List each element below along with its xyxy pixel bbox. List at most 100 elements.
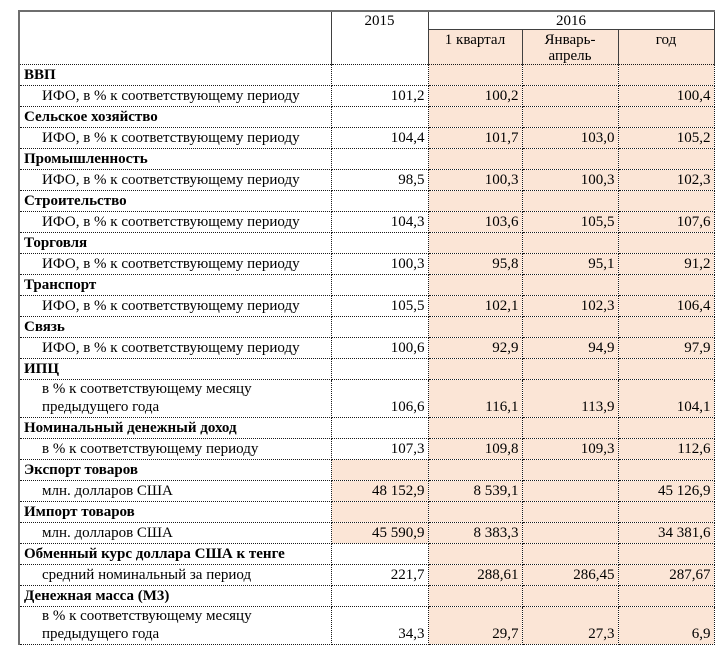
value-cell-jan-apr-2016: 94,9 bbox=[521, 337, 619, 359]
value-cell-jan-apr-2016: 27,3 bbox=[521, 606, 619, 645]
value-cell-2015: 98,5 bbox=[330, 169, 429, 191]
value-cell-year-2016: 104,1 bbox=[617, 379, 715, 418]
table-row: ИПЦ bbox=[18, 358, 715, 380]
value-cell-q1-2016: 288,61 bbox=[427, 564, 523, 586]
value-cell-jan-apr-2016: 113,9 bbox=[521, 379, 619, 418]
value-cell-year-2016: 112,6 bbox=[617, 438, 715, 460]
value-cell-2015: 221,7 bbox=[330, 564, 429, 586]
value-cell-year-2016: 107,6 bbox=[617, 211, 715, 233]
table-row: ИФО, в % к соответствующему периоду 98,5 1… bbox=[18, 169, 715, 191]
value-cell-q1-2016: 101,7 bbox=[427, 127, 523, 149]
table-row: Импорт товаров bbox=[18, 501, 715, 523]
value-cell-2015: 105,5 bbox=[330, 295, 429, 317]
row-category-label: Связь bbox=[18, 316, 332, 338]
value-cell-2015 bbox=[330, 459, 429, 481]
value-cell-jan-apr-2016 bbox=[521, 106, 619, 128]
value-cell-jan-apr-2016: 105,5 bbox=[521, 211, 619, 233]
row-indicator-label: ИФО, в % к соответствующему периоду bbox=[18, 295, 332, 317]
value-cell-year-2016 bbox=[617, 417, 715, 439]
value-cell-q1-2016 bbox=[427, 316, 523, 338]
value-cell-jan-apr-2016 bbox=[521, 543, 619, 565]
row-indicator-label: ИФО, в % к соответствующему периоду bbox=[18, 127, 332, 149]
value-cell-2015 bbox=[330, 358, 429, 380]
table-row: Экспорт товаров bbox=[18, 459, 715, 481]
value-cell-jan-apr-2016 bbox=[521, 232, 619, 254]
value-cell-year-2016: 34 381,6 bbox=[617, 522, 715, 544]
table-row: средний номинальный за период 221,7 288,61… bbox=[18, 564, 715, 586]
value-cell-year-2016 bbox=[617, 274, 715, 296]
value-cell-q1-2016 bbox=[427, 417, 523, 439]
value-cell-year-2016: 105,2 bbox=[617, 127, 715, 149]
value-cell-q1-2016: 116,1 bbox=[427, 379, 523, 418]
row-indicator-label: млн. долларов США bbox=[18, 522, 332, 544]
statistics-table-container: 2015 2016 1 квартал Январь- апрель год В… bbox=[18, 10, 715, 645]
value-cell-year-2016: 45 126,9 bbox=[617, 480, 715, 502]
row-category-label: Торговля bbox=[18, 232, 332, 254]
table-row: Обменный курс доллара США к тенге bbox=[18, 543, 715, 565]
value-cell-year-2016: 6,9 bbox=[617, 606, 715, 645]
column-header-2016: 2016 bbox=[427, 10, 715, 30]
value-cell-q1-2016: 109,8 bbox=[427, 438, 523, 460]
value-cell-jan-apr-2016 bbox=[521, 274, 619, 296]
value-cell-2015: 100,6 bbox=[330, 337, 429, 359]
row-category-label: Сельское хозяйство bbox=[18, 106, 332, 128]
value-cell-q1-2016 bbox=[427, 232, 523, 254]
value-cell-jan-apr-2016 bbox=[521, 480, 619, 502]
value-cell-2015: 34,3 bbox=[330, 606, 429, 645]
value-cell-2015 bbox=[330, 501, 429, 523]
row-indicator-label: ИФО, в % к соответствующему периоду bbox=[18, 253, 332, 275]
value-cell-jan-apr-2016 bbox=[521, 64, 619, 86]
table-header: 2015 2016 1 квартал Январь- апрель год bbox=[18, 10, 715, 65]
value-cell-2015 bbox=[330, 585, 429, 607]
value-cell-jan-apr-2016: 103,0 bbox=[521, 127, 619, 149]
row-indicator-label: в % к соответствующему месяцу предыдущег… bbox=[18, 606, 332, 645]
table-row: Промышленность bbox=[18, 148, 715, 170]
value-cell-jan-apr-2016: 95,1 bbox=[521, 253, 619, 275]
value-cell-year-2016 bbox=[617, 148, 715, 170]
row-indicator-label: ИФО, в % к соответствующему периоду bbox=[18, 85, 332, 107]
value-cell-q1-2016: 100,3 bbox=[427, 169, 523, 191]
corner-header-cell bbox=[18, 10, 332, 65]
value-cell-jan-apr-2016: 100,3 bbox=[521, 169, 619, 191]
value-cell-q1-2016: 29,7 bbox=[427, 606, 523, 645]
value-cell-q1-2016 bbox=[427, 190, 523, 212]
value-cell-jan-apr-2016 bbox=[521, 148, 619, 170]
value-cell-jan-apr-2016 bbox=[521, 459, 619, 481]
value-cell-year-2016 bbox=[617, 190, 715, 212]
table-row: Транспорт bbox=[18, 274, 715, 296]
value-cell-q1-2016: 103,6 bbox=[427, 211, 523, 233]
value-cell-q1-2016: 8 539,1 bbox=[427, 480, 523, 502]
row-category-label: ИПЦ bbox=[18, 358, 332, 380]
value-cell-q1-2016 bbox=[427, 148, 523, 170]
value-cell-2015: 107,3 bbox=[330, 438, 429, 460]
value-cell-jan-apr-2016 bbox=[521, 522, 619, 544]
table-row: ИФО, в % к соответствующему периоду 104,3… bbox=[18, 211, 715, 233]
table-row: ИФО, в % к соответствующему периоду 104,4… bbox=[18, 127, 715, 149]
value-cell-jan-apr-2016 bbox=[521, 190, 619, 212]
table-row: Номинальный денежный доход bbox=[18, 417, 715, 439]
table-row: млн. долларов США 48 152,9 8 539,1 45 126,9 bbox=[18, 480, 715, 502]
value-cell-year-2016 bbox=[617, 543, 715, 565]
value-cell-2015 bbox=[330, 190, 429, 212]
value-cell-year-2016 bbox=[617, 501, 715, 523]
column-header-year-2016: год bbox=[617, 29, 715, 65]
value-cell-year-2016 bbox=[617, 316, 715, 338]
table-row: млн. долларов США 45 590,9 8 383,3 34 381,6 bbox=[18, 522, 715, 544]
value-cell-year-2016: 91,2 bbox=[617, 253, 715, 275]
row-indicator-label: средний номинальный за период bbox=[18, 564, 332, 586]
value-cell-year-2016 bbox=[617, 358, 715, 380]
row-category-label: Промышленность bbox=[18, 148, 332, 170]
value-cell-2015: 104,4 bbox=[330, 127, 429, 149]
value-cell-jan-apr-2016 bbox=[521, 585, 619, 607]
value-cell-2015: 45 590,9 bbox=[330, 522, 429, 544]
row-category-label: Строительство bbox=[18, 190, 332, 212]
value-cell-jan-apr-2016: 109,3 bbox=[521, 438, 619, 460]
value-cell-2015 bbox=[330, 274, 429, 296]
table-row: ИФО, в % к соответствующему периоду 100,3… bbox=[18, 253, 715, 275]
row-category-label: Экспорт товаров bbox=[18, 459, 332, 481]
value-cell-q1-2016 bbox=[427, 543, 523, 565]
value-cell-q1-2016: 92,9 bbox=[427, 337, 523, 359]
value-cell-2015 bbox=[330, 64, 429, 86]
row-category-label: ВВП bbox=[18, 64, 332, 86]
value-cell-jan-apr-2016 bbox=[521, 501, 619, 523]
